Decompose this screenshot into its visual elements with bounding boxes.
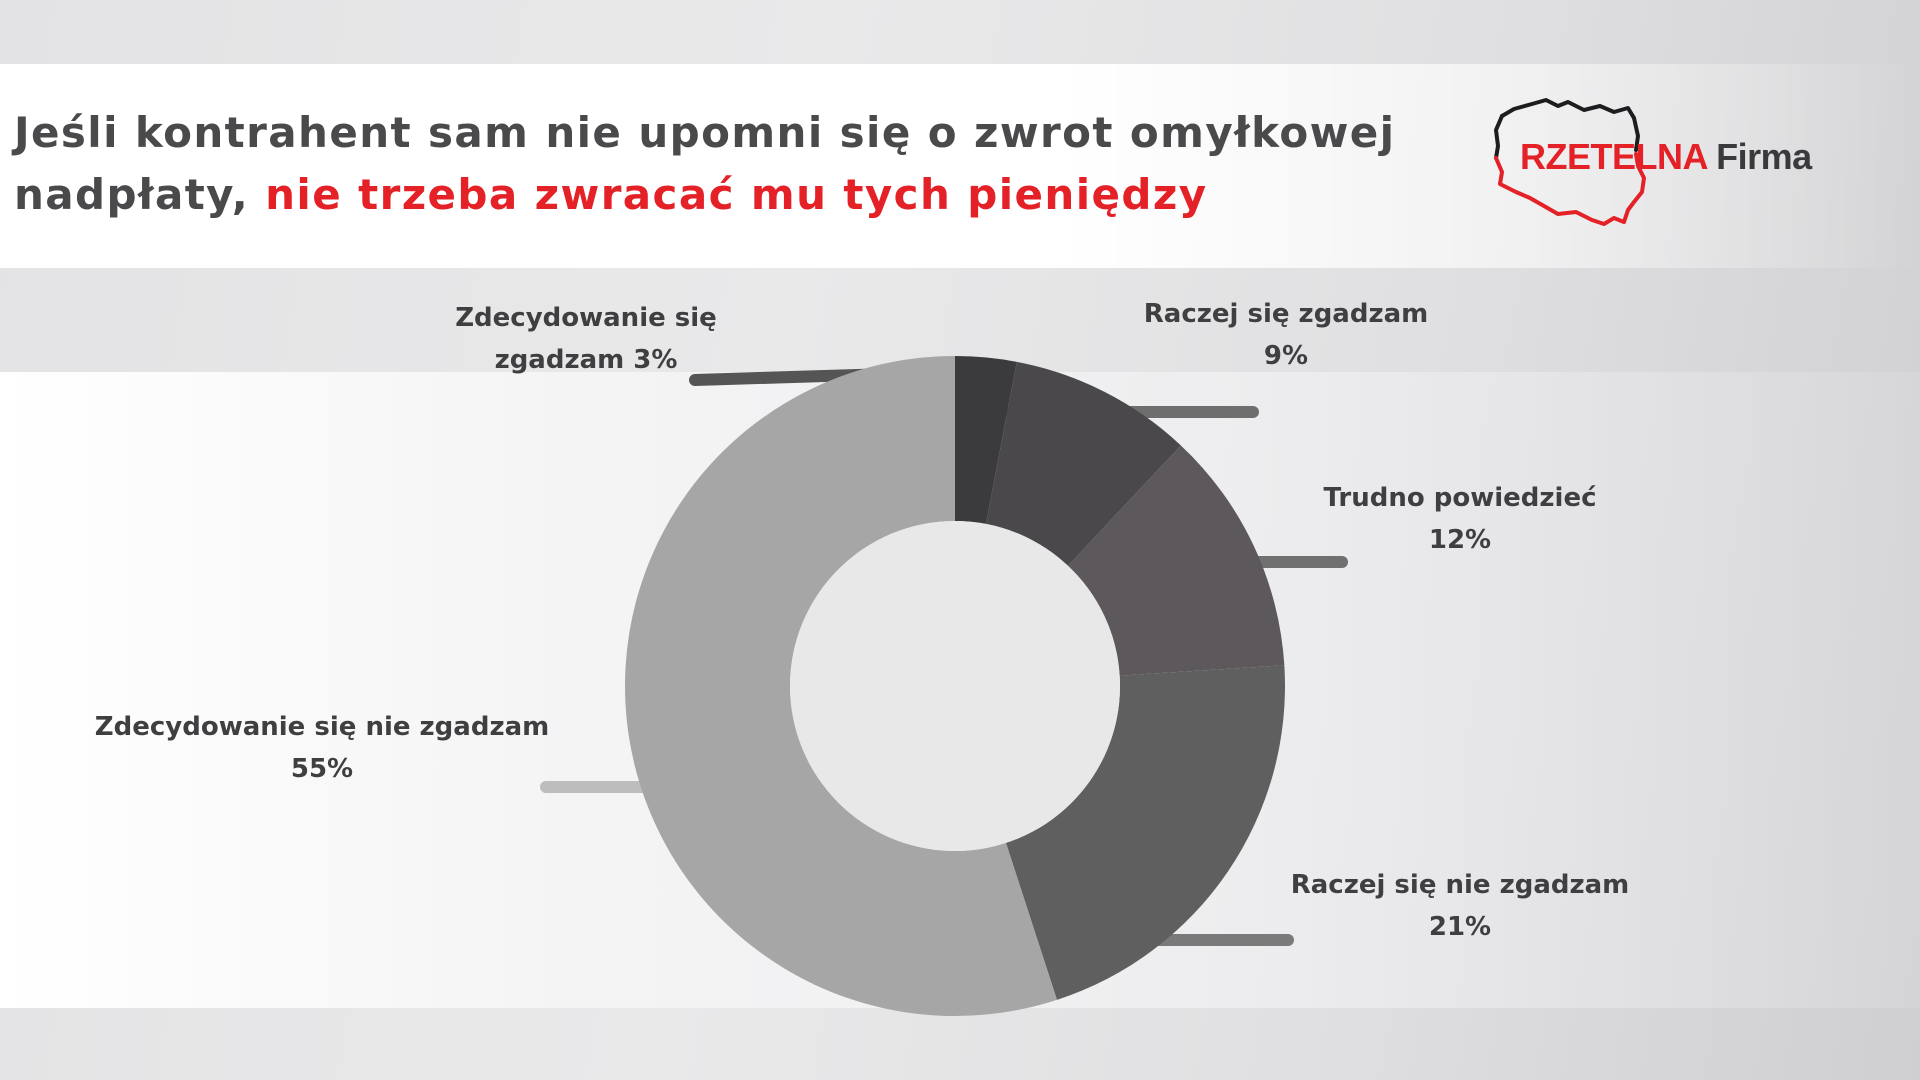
logo-word-firma: Firma — [1716, 136, 1812, 177]
slice-label-value: 55% — [290, 754, 354, 784]
title-band — [0, 64, 1920, 268]
slice-label-raczej-nie-zgadzam: Raczej się nie zgadzam 21% — [1291, 864, 1630, 948]
slice-label-value: 9% — [1263, 341, 1309, 371]
title-line-2-accent: nie trzeba zwracać mu tych pieniędzy — [265, 170, 1208, 219]
slice-label-zdecydowanie-zgadzam: Zdecydowanie się zgadzam 3% — [455, 297, 717, 381]
slice-label-trudno-powiedziec: Trudno powiedzieć 12% — [1324, 477, 1597, 561]
donut-slice-raczej-nie-zgadzam — [1005, 665, 1285, 1000]
donut-slice-trudno-powiedziec — [1067, 445, 1285, 676]
slice-label-text: Trudno powiedzieć — [1323, 483, 1597, 513]
title-line-1: Jeśli kontrahent sam nie upomni się o zw… — [14, 108, 1396, 157]
slice-label-text: Raczej się nie zgadzam — [1290, 870, 1630, 900]
donut-slice-zdecydowanie-nie-zgadzam — [624, 356, 1057, 1016]
slice-label-zdecydowanie-nie-zgadzam: Zdecydowanie się nie zgadzam 55% — [95, 706, 549, 790]
slice-label-text: Zdecydowanie się — [455, 303, 717, 333]
poland-map-outline-icon — [1494, 98, 1646, 226]
rzetelna-firma-logo: RZETELNA Firma — [1488, 96, 1828, 236]
slice-label-raczej-zgadzam: Raczej się zgadzam 9% — [1144, 293, 1428, 377]
donut-slice-zdecydowanie-zgadzam — [955, 356, 1017, 524]
slice-label-text: Raczej się zgadzam — [1143, 299, 1429, 329]
slice-label-value: zgadzam 3% — [494, 345, 678, 375]
slice-label-text: Zdecydowanie się nie zgadzam — [94, 712, 550, 742]
logo-word-rzetelna: RZETELNA — [1520, 136, 1707, 177]
title-line-2-plain: nadpłaty, — [14, 170, 250, 219]
slice-label-value: 12% — [1428, 525, 1492, 555]
logo-wordmark: RZETELNA Firma — [1520, 136, 1812, 178]
page-title: Jeśli kontrahent sam nie upomni się o zw… — [14, 102, 1434, 226]
slice-label-value: 21% — [1428, 912, 1492, 942]
donut-slice-raczej-zgadzam — [985, 361, 1181, 566]
donut-hole — [790, 521, 1120, 851]
